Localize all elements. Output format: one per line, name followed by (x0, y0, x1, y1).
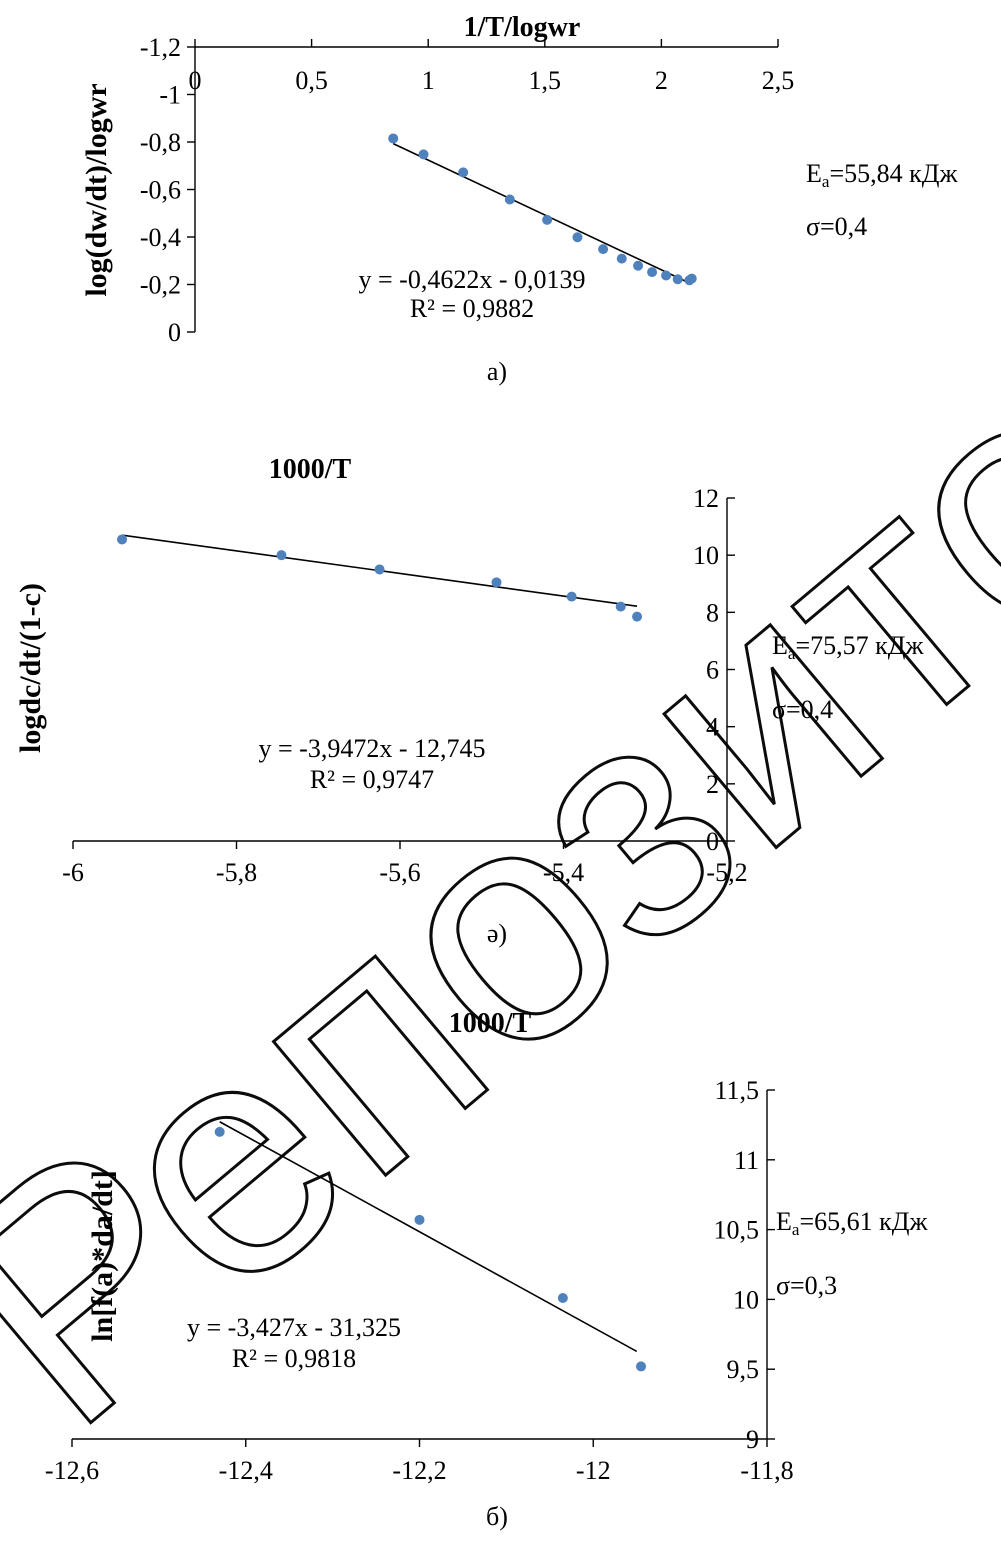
chart-schwa-x-tick-label: -5,6 (379, 858, 420, 887)
chart-schwa-y-tick-label: 6 (706, 656, 719, 685)
chart-schwa-x-tick-label: -5,2 (706, 858, 747, 887)
chart-a-caption: а) (487, 357, 507, 386)
chart-a-trendline-group (392, 142, 693, 285)
chart-be-title: 1000/T (449, 1008, 532, 1039)
chart-a-activation-energy: Ea=55,84 кДж (806, 159, 958, 191)
chart-be-equation: y = -3,427x - 31,325 (187, 1313, 401, 1342)
chart-schwa-data-point (276, 550, 287, 561)
chart-schwa-data-point (491, 577, 502, 588)
chart-schwa-y-tick-label: 10 (693, 541, 719, 570)
chart-a-data-point (633, 260, 644, 271)
chart-schwa-sigma: σ=0,4 (772, 695, 833, 724)
chart-schwa-points (117, 534, 643, 622)
chart-be-data-point (214, 1126, 225, 1137)
chart-a-data-point (504, 194, 515, 205)
chart-a-y-label: log(dw/dt)/logwr (80, 83, 113, 296)
chart-a-y-tick-label: -0,6 (140, 176, 181, 205)
chart-a-y-tick-label: -0,4 (140, 223, 181, 252)
chart-a-data-point (672, 274, 683, 285)
chart-schwa-data-point (632, 611, 643, 622)
chart-a-trendline (392, 142, 693, 285)
chart-a-y-tick-label: -1,2 (140, 33, 181, 62)
chart-be-y-tick-label: 9,5 (727, 1355, 760, 1384)
chart-a-data-point (661, 270, 672, 281)
chart-be-caption: б) (486, 1502, 508, 1531)
chart-schwa-y-tick-label: 8 (706, 598, 719, 627)
chart-schwa-data-point (374, 564, 385, 575)
chart-a-r-squared: R² = 0,9882 (410, 294, 534, 323)
chart-be-r-squared: R² = 0,9818 (232, 1344, 356, 1373)
chart-be-x-tick-label: -12,6 (45, 1456, 99, 1485)
chart-schwa-y-tick-label: 4 (706, 713, 719, 742)
chart-a-equation: y = -0,4622x - 0,0139 (359, 265, 586, 294)
chart-be-y-tick-label: 10,5 (714, 1216, 760, 1245)
chart-be-x-tick-label: -11,8 (740, 1456, 793, 1485)
chart-a-x-tick-label: 1,5 (529, 66, 562, 95)
chart-be-x-tick-label: -12,4 (219, 1456, 273, 1485)
chart-a-x-tick-label: 2 (655, 66, 668, 95)
chart-a-data-point (647, 267, 658, 278)
chart-be-data-point (557, 1293, 568, 1304)
chart-schwa: 1000/T logdc/dt/(1-c) 0 2 4 6 8 10 12 -6 -5,8 -5,… (14, 454, 924, 948)
chart-a-x-tick-label: 0,5 (295, 66, 328, 95)
chart-be-data-point (636, 1361, 647, 1372)
chart-schwa-x-tick-label: -5,4 (543, 858, 584, 887)
chart-a-x-tick-label: 2,5 (762, 66, 795, 95)
chart-be-axes: 9 9,5 10 10,5 11 11,5 -12,6 -12,4 -12,2 -12 -11,8 (45, 1076, 794, 1485)
chart-a-title: 1/T/logwr (464, 12, 581, 43)
chart-a-points (388, 133, 697, 286)
chart-be-y-tick-label: 10 (733, 1285, 759, 1314)
chart-a-data-point (616, 253, 627, 264)
chart-schwa-x-tick-label: -5,8 (216, 858, 257, 887)
chart-be-trendline (219, 1121, 638, 1353)
chart-be: 1000/T ln[f(a)*da/dt] 9 9,5 10 10,5 11 11,5 -1… (45, 1008, 929, 1531)
chart-schwa-r-squared: R² = 0,9747 (310, 765, 434, 794)
chart-schwa-title: 1000/T (269, 454, 352, 485)
chart-be-y-tick-label: 11,5 (714, 1076, 759, 1105)
chart-be-x-tick-label: -12,2 (392, 1456, 446, 1485)
chart-a-y-tick-label: -0,8 (140, 128, 181, 157)
chart-a-x-tick-label: 0 (189, 66, 202, 95)
chart-be-y-label: ln[f(a)*da/dt] (86, 1170, 119, 1342)
chart-a-data-point (572, 232, 583, 243)
chart-be-y-tick-label: 9 (746, 1425, 759, 1454)
chart-a-data-point (388, 133, 399, 144)
chart-be-points (214, 1126, 647, 1372)
chart-schwa-data-point (566, 591, 577, 602)
chart-be-sigma: σ=0,3 (776, 1271, 837, 1300)
chart-a-sigma: σ=0,4 (806, 212, 867, 241)
chart-schwa-y-tick-label: 0 (706, 827, 719, 856)
chart-schwa-x-tick-label: -6 (62, 858, 84, 887)
chart-be-x-tick-label: -12 (576, 1456, 611, 1485)
chart-schwa-y-label: logdc/dt/(1-c) (14, 583, 47, 753)
chart-a: 1/T/logwr log(dw/dt)/logwr 0 -0,2 -0,4 -0,6… (80, 12, 958, 386)
chart-a-y-tick-label: 0 (168, 318, 181, 347)
chart-a-data-point (542, 214, 553, 225)
chart-schwa-y-tick-label: 12 (693, 484, 719, 513)
chart-a-y-tick-label: -1 (159, 81, 181, 110)
chart-a-data-point (598, 244, 609, 255)
chart-be-data-point (414, 1214, 425, 1225)
chart-schwa-y-tick-label: 2 (706, 770, 719, 799)
chart-be-y-tick-label: 11 (734, 1146, 759, 1175)
chart-a-data-point (418, 149, 429, 160)
chart-schwa-equation: y = -3,9472x - 12,745 (259, 734, 486, 763)
chart-schwa-data-point (615, 601, 626, 612)
chart-schwa-activation-energy: Ea=75,57 кДж (772, 631, 924, 663)
chart-a-x-tick-label: 1 (422, 66, 435, 95)
chart-schwa-data-point (117, 534, 128, 545)
chart-schwa-caption: ә) (487, 919, 507, 948)
chart-a-data-point (458, 167, 469, 178)
chart-a-axes: 0 -0,2 -0,4 -0,6 -0,8 -1 -1,2 0 0,5 1 1,5 2 2,5 (140, 33, 794, 347)
chart-be-activation-energy: Ea=65,61 кДж (776, 1207, 928, 1239)
chart-schwa-axes: 0 2 4 6 8 10 12 -6 -5,8 -5,6 -5,4 -5,2 (62, 484, 747, 887)
chart-be-trendline-group (219, 1121, 638, 1353)
chart-a-data-point (686, 273, 697, 284)
chart-a-y-tick-label: -0,2 (140, 271, 181, 300)
